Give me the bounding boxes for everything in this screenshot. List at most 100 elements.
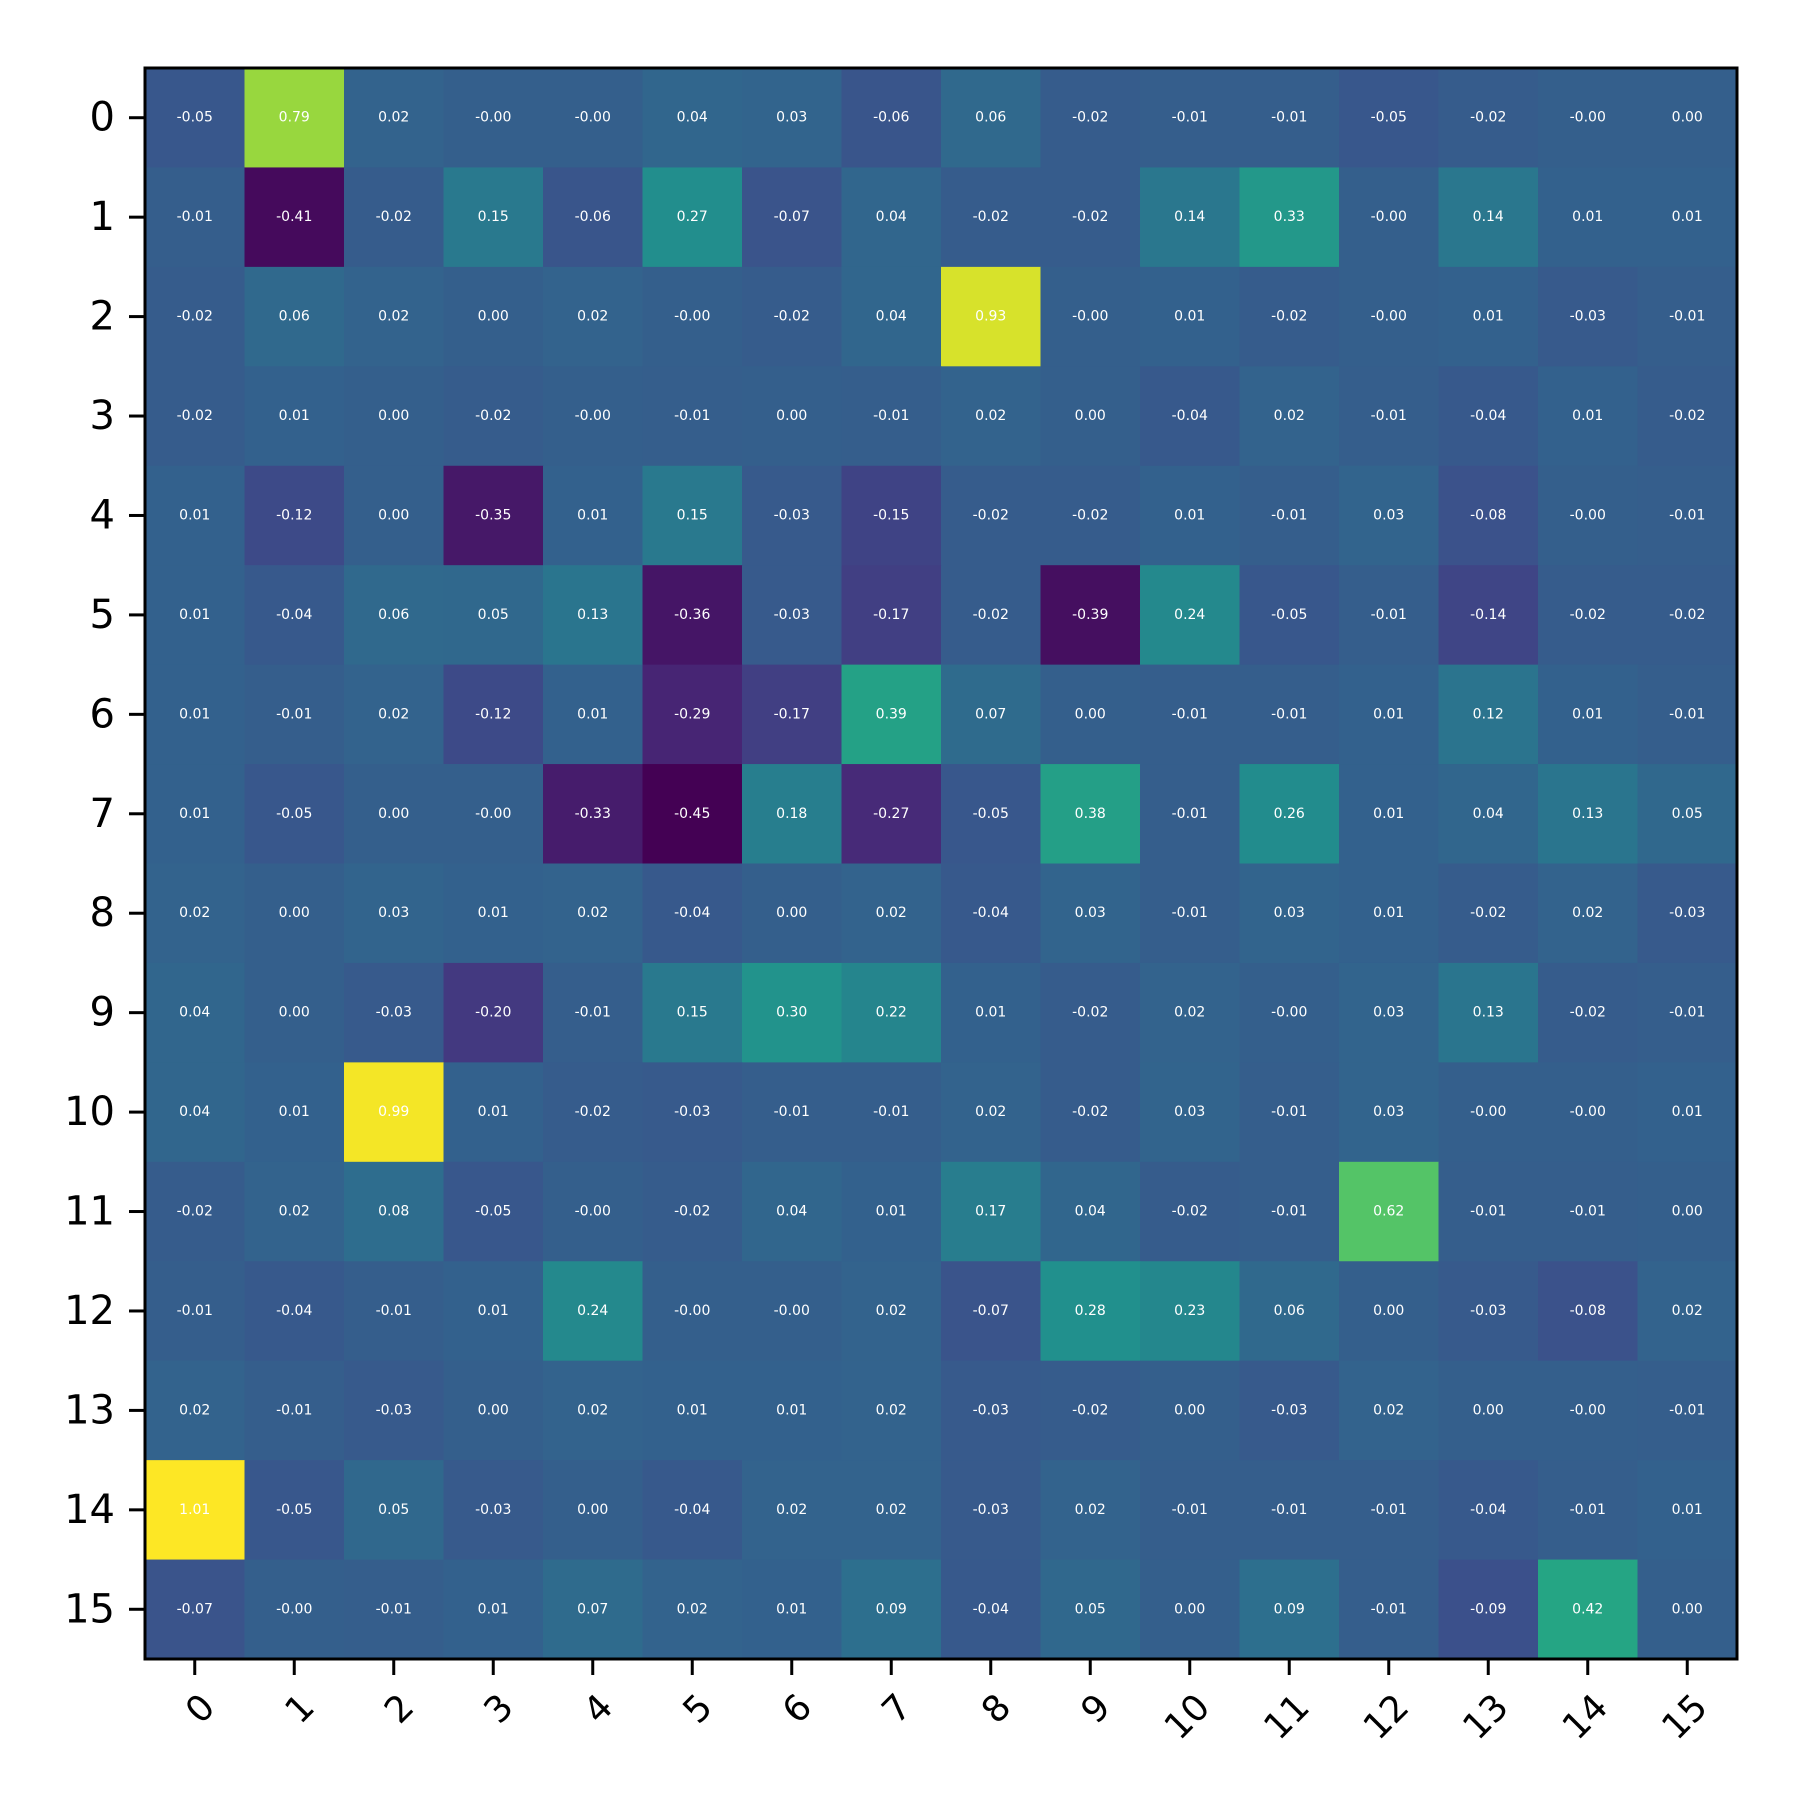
heatmap-cell-0-7 <box>841 68 942 169</box>
heatmap-cell-1-2 <box>344 167 445 268</box>
heatmap-cell-11-6 <box>742 1161 843 1262</box>
heatmap-cell-13-1 <box>244 1360 345 1461</box>
cell-label-13-5: 0.01 <box>677 1402 708 1418</box>
cell-label-9-4: -0.01 <box>575 1005 611 1021</box>
heatmap-cell-4-3 <box>443 465 544 566</box>
cell-label-11-3: -0.05 <box>475 1204 511 1220</box>
heatmap-cell-0-3 <box>443 68 544 169</box>
heatmap-cell-5-7 <box>841 565 942 666</box>
heatmap-cell-11-13 <box>1438 1161 1539 1262</box>
cell-label-5-5: -0.36 <box>674 607 710 623</box>
cell-label-7-8: -0.05 <box>973 806 1009 822</box>
heatmap-cell-1-11 <box>1239 167 1340 268</box>
cell-label-6-12: 0.01 <box>1373 706 1404 722</box>
heatmap-cell-10-3 <box>443 1062 544 1163</box>
heatmap-cell-4-14 <box>1538 465 1639 566</box>
heatmap-cell-6-11 <box>1239 664 1340 765</box>
heatmap-cell-3-13 <box>1438 366 1539 467</box>
cell-label-4-7: -0.15 <box>873 507 909 523</box>
heatmap-cell-13-6 <box>742 1360 843 1461</box>
cell-label-4-2: 0.00 <box>378 507 409 523</box>
heatmap-cell-14-0 <box>145 1460 246 1561</box>
heatmap-cell-2-5 <box>642 266 743 367</box>
cell-label-1-0: -0.01 <box>177 209 213 225</box>
cell-label-3-6: 0.00 <box>776 408 807 424</box>
cell-label-15-5: 0.02 <box>677 1601 708 1617</box>
cell-label-10-4: -0.02 <box>575 1104 611 1120</box>
x-tick-label-3: 3 <box>477 1687 522 1732</box>
heatmap-cell-0-6 <box>742 68 843 169</box>
cell-label-2-5: -0.00 <box>674 309 710 325</box>
heatmap-cell-5-14 <box>1538 565 1639 666</box>
heatmap-cell-8-13 <box>1438 863 1539 964</box>
cell-label-2-9: -0.00 <box>1072 309 1108 325</box>
y-tick-label-6: 6 <box>90 691 115 737</box>
cell-label-5-0: 0.01 <box>179 607 210 623</box>
cell-label-9-5: 0.15 <box>677 1005 708 1021</box>
heatmap-cell-7-9 <box>1040 764 1141 865</box>
cell-label-14-3: -0.03 <box>475 1502 511 1518</box>
cell-label-15-8: -0.04 <box>973 1601 1009 1617</box>
cell-label-4-9: -0.02 <box>1072 507 1108 523</box>
cell-label-14-13: -0.04 <box>1470 1502 1506 1518</box>
heatmap-cell-12-4 <box>543 1261 644 1362</box>
heatmap-cell-12-3 <box>443 1261 544 1362</box>
cell-label-5-8: -0.02 <box>973 607 1009 623</box>
cell-label-10-8: 0.02 <box>975 1104 1006 1120</box>
cell-label-9-14: -0.02 <box>1570 1005 1606 1021</box>
heatmap-cell-0-2 <box>344 68 445 169</box>
x-tick-label-13: 13 <box>1455 1687 1516 1748</box>
cell-label-13-14: -0.00 <box>1570 1402 1606 1418</box>
cell-label-9-2: -0.03 <box>376 1005 412 1021</box>
heatmap-cell-6-14 <box>1538 664 1639 765</box>
heatmap-cell-4-7 <box>841 465 942 566</box>
heatmap-cell-14-11 <box>1239 1460 1340 1561</box>
cell-label-2-10: 0.01 <box>1174 309 1205 325</box>
heatmap-cell-7-12 <box>1339 764 1440 865</box>
cell-label-13-9: -0.02 <box>1072 1402 1108 1418</box>
cell-label-1-4: -0.06 <box>575 209 611 225</box>
heatmap-cell-11-4 <box>543 1161 644 1262</box>
cell-label-4-10: 0.01 <box>1174 507 1205 523</box>
heatmap-cell-14-15 <box>1637 1460 1738 1561</box>
heatmap-cell-12-0 <box>145 1261 246 1362</box>
heatmap-cell-9-4 <box>543 962 644 1063</box>
cell-label-3-8: 0.02 <box>975 408 1006 424</box>
cell-label-2-14: -0.03 <box>1570 309 1606 325</box>
cell-label-10-11: -0.01 <box>1271 1104 1307 1120</box>
heatmap-cell-3-10 <box>1140 366 1241 467</box>
cell-label-7-7: -0.27 <box>873 806 909 822</box>
cell-label-15-12: -0.01 <box>1371 1601 1407 1617</box>
y-tick-label-8: 8 <box>90 890 115 936</box>
cell-label-14-4: 0.00 <box>577 1502 608 1518</box>
heatmap-cell-5-11 <box>1239 565 1340 666</box>
cell-label-0-7: -0.06 <box>873 110 909 126</box>
cell-label-6-14: 0.01 <box>1572 706 1603 722</box>
cell-label-5-1: -0.04 <box>276 607 312 623</box>
heatmap-cell-3-5 <box>642 366 743 467</box>
heatmap-cell-2-6 <box>742 266 843 367</box>
cell-label-3-5: -0.01 <box>674 408 710 424</box>
cell-label-6-15: -0.01 <box>1669 706 1705 722</box>
cell-label-13-1: -0.01 <box>276 1402 312 1418</box>
cell-label-10-10: 0.03 <box>1174 1104 1205 1120</box>
cell-label-0-5: 0.04 <box>677 110 708 126</box>
heatmap-cell-6-9 <box>1040 664 1141 765</box>
cell-label-15-15: 0.00 <box>1672 1601 1703 1617</box>
cell-label-7-6: 0.18 <box>776 806 807 822</box>
cell-label-5-13: -0.14 <box>1470 607 1506 623</box>
cell-label-1-14: 0.01 <box>1572 209 1603 225</box>
cell-label-11-1: 0.02 <box>279 1204 310 1220</box>
cell-label-15-0: -0.07 <box>177 1601 213 1617</box>
cell-label-15-11: 0.09 <box>1274 1601 1305 1617</box>
heatmap-cell-10-0 <box>145 1062 246 1163</box>
cell-label-4-5: 0.15 <box>677 507 708 523</box>
x-tick-label-1: 1 <box>278 1687 323 1732</box>
cell-label-1-7: 0.04 <box>876 209 907 225</box>
cell-label-6-5: -0.29 <box>674 706 710 722</box>
cell-label-14-14: -0.01 <box>1570 1502 1606 1518</box>
heatmap-cell-12-15 <box>1637 1261 1738 1362</box>
heatmap-cell-12-6 <box>742 1261 843 1362</box>
heatmap-cell-15-0 <box>145 1559 246 1660</box>
cell-label-8-6: 0.00 <box>776 905 807 921</box>
